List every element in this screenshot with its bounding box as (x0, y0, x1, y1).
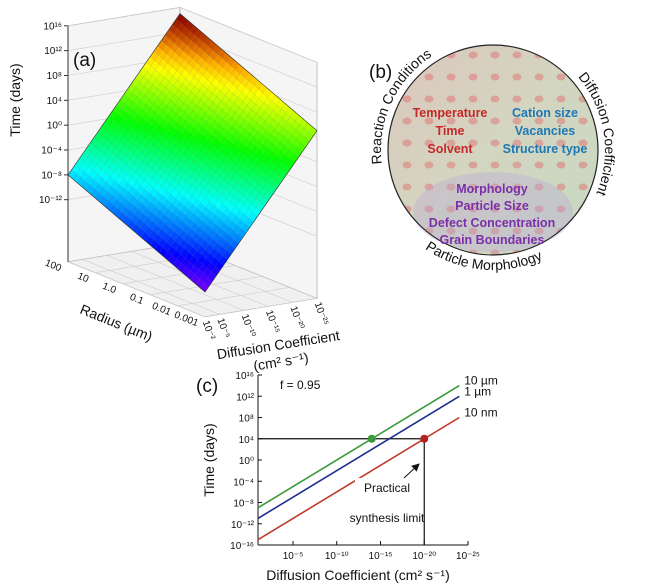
y-axis-title: Time (days) (201, 423, 217, 496)
z-tick-label: 10⁻⁸ (41, 170, 62, 181)
x-tick-label: 10⁻¹⁰ (325, 551, 349, 562)
y-tick-label: 10⁰ (239, 456, 254, 467)
x-tick-label: 0.01 (150, 301, 173, 319)
y-tick-label: 10¹⁶ (235, 371, 254, 382)
factor: Vacancies (515, 124, 576, 138)
x-tick-label: 100 (43, 258, 63, 275)
factor: Cation size (512, 106, 578, 120)
series-label: 1 µm (464, 384, 491, 398)
y-tick-label: 10⁻⁸ (233, 499, 254, 510)
grid-line (67, 7, 318, 63)
factor: Grain Boundaries (440, 233, 545, 247)
y-tick-label: 10⁸ (239, 414, 254, 425)
y-tick-label: 10⁻¹² (231, 520, 255, 531)
y-tick-label: 10⁻²⁵ (312, 301, 331, 327)
panel-label: (a) (73, 50, 96, 71)
series-label: 10 nm (464, 406, 497, 420)
factor: Solvent (427, 142, 473, 156)
x-axis-title: Diffusion Coefficient (cm² s⁻¹) (266, 567, 449, 583)
factor: Particle Size (455, 199, 529, 213)
grid-line (177, 287, 290, 307)
annotation-arrow (403, 463, 420, 479)
y-tick-label: 10⁻²⁰ (287, 305, 305, 331)
series-line (257, 384, 460, 509)
y-tick-label: 10¹² (236, 392, 254, 403)
z-axis-title: Time (days) (7, 63, 23, 136)
y-tick-label: 10⁻² (200, 319, 217, 342)
parameter-text: f = 0.95 (280, 378, 321, 392)
z-tick-label: 10⁴ (47, 96, 62, 107)
point (420, 434, 429, 443)
circle-outline (387, 44, 599, 256)
annotation-box (355, 478, 419, 530)
x-tick-label: 10⁻¹⁵ (369, 551, 393, 562)
y-tick-label: 10⁻¹⁰ (239, 313, 257, 339)
morphology-shade (413, 172, 573, 252)
z-tick-label: 10⁻⁴ (41, 146, 62, 157)
surface-mesh (67, 13, 318, 293)
y-tick-label: 10⁻¹⁶ (230, 541, 254, 552)
factor: Structure type (503, 142, 588, 156)
x-tick-label: 10⁻²⁰ (412, 551, 436, 562)
grid-line (82, 259, 220, 315)
grid-line (204, 298, 318, 318)
point (367, 434, 376, 443)
z-tick-label: 10¹⁶ (43, 21, 62, 32)
y-tick-label: 10⁻⁴ (233, 477, 254, 488)
x-axis-title: Radius (µm) (78, 301, 155, 345)
panel-label: (b) (369, 62, 392, 83)
surface (67, 13, 318, 293)
x-tick-label: 0.1 (128, 292, 145, 308)
factor: Morphology (456, 182, 528, 196)
x-tick-label: 1.0 (101, 281, 118, 297)
surface-panel: 10¹⁶ 10¹² 10⁸ 10⁴ 10⁰ 10⁻⁴ 10⁻⁸ 10⁻¹² 100 10 1.0 0.… (7, 6, 341, 374)
diagram-b: (b) Reaction Conditions Diffusion Coeffi… (368, 44, 618, 273)
annotation: synthesis limit (350, 511, 425, 525)
z-tick-label: 10¹² (44, 46, 62, 57)
z-tick-label: 10⁻¹² (39, 195, 63, 206)
circle-pattern (388, 45, 598, 255)
factor: Time (436, 124, 465, 138)
y-tick-label: 10⁴ (239, 435, 254, 446)
annotation: Practical (364, 481, 410, 495)
z-tick-label: 10⁸ (47, 71, 62, 82)
x-tick-label: 10 (76, 271, 91, 286)
line-panel: 10¹⁶ 10¹² 10⁸ 10⁴ 10⁰ 10⁻⁴ 10⁻⁸ 10⁻¹² 10⁻¹⁶ 10⁻⁵ 1… (196, 371, 498, 583)
z-tick-label: 10⁰ (47, 121, 62, 132)
grid-line (106, 255, 245, 311)
x-tick-label: 10⁻⁵ (283, 551, 304, 562)
series-line (257, 395, 460, 520)
factor: Temperature (413, 106, 488, 120)
grid-line (67, 261, 206, 318)
y-tick-label: 10⁻¹⁵ (263, 309, 282, 335)
panel-label: (c) (196, 376, 218, 397)
series-label: 10 µm (464, 374, 498, 388)
x-tick-label: 10⁻²⁵ (456, 551, 480, 562)
factor: Defect Concentration (429, 216, 555, 230)
